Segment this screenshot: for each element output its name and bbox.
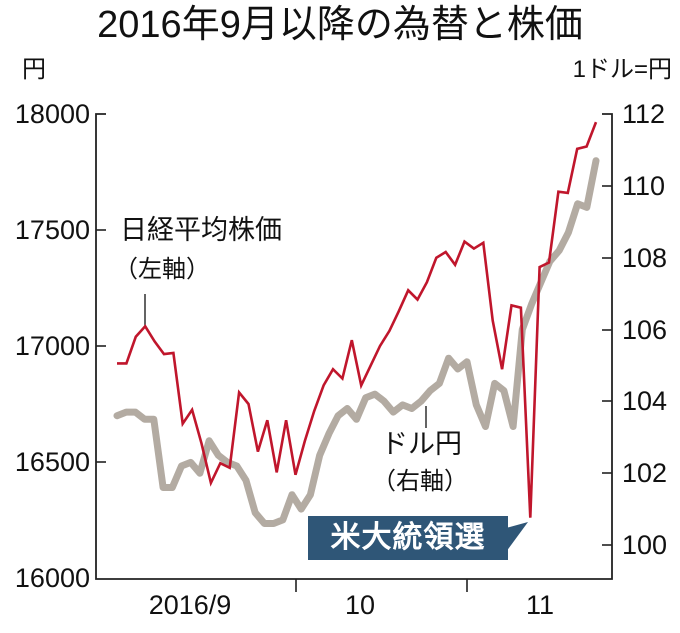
left-axis-line (95, 113, 613, 580)
right-tick-104: 104 (622, 386, 668, 416)
event-badge-pointer (506, 522, 528, 552)
left-tick-17500: 17500 (14, 215, 90, 245)
right-axis-ticks (602, 185, 612, 546)
left-axis-unit: 円 (22, 56, 46, 83)
right-tick-108: 108 (622, 243, 668, 273)
x-tick-11: 11 (525, 590, 555, 620)
x-axis-ticks (295, 579, 468, 592)
right-axis-unit: 1ドル=円 (572, 56, 672, 83)
chart-title: 2016年9月以降の為替と株価 (97, 4, 583, 46)
usdjpy-axis-label: （右軸） (372, 468, 468, 495)
left-axis-ticks (96, 229, 106, 463)
left-tick-16000: 16000 (14, 563, 90, 593)
right-tick-112: 112 (622, 99, 666, 129)
x-tick-10: 10 (344, 590, 376, 620)
usdjpy-line (113, 157, 600, 527)
left-tick-17000: 17000 (14, 331, 90, 361)
right-tick-102: 102 (622, 458, 668, 488)
nikkei-line (117, 121, 598, 518)
nikkei-axis-label: （左軸） (114, 256, 210, 283)
right-tick-106: 106 (622, 315, 668, 345)
x-tick-2016-9: 2016/9 (148, 590, 232, 620)
left-tick-16500: 16500 (14, 447, 90, 477)
usdjpy-label: ドル円 (381, 429, 462, 459)
right-tick-110: 110 (622, 171, 666, 201)
right-tick-100: 100 (622, 530, 668, 560)
event-badge-us-election: 米大統領選 (308, 516, 508, 560)
left-tick-18000: 18000 (14, 99, 90, 129)
nikkei-label: 日経平均株価 (120, 215, 282, 245)
